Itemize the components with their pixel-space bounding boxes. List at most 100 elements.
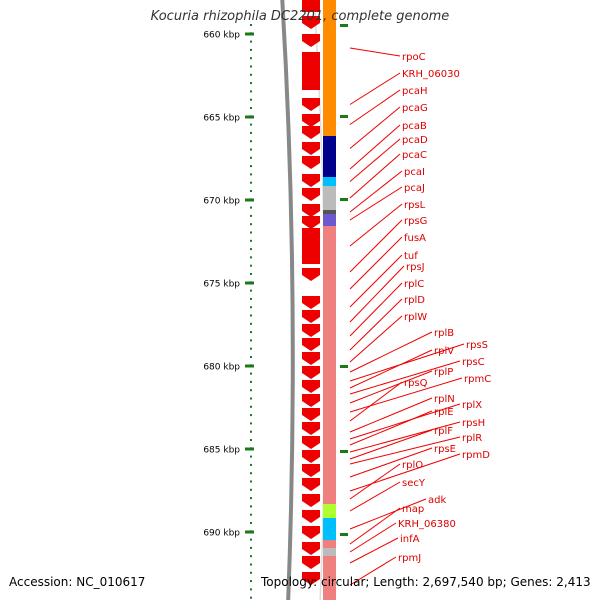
gene-block bbox=[323, 161, 336, 177]
gene-block bbox=[323, 378, 336, 384]
gene-label-leader bbox=[349, 153, 401, 199]
gene-label: rpsC bbox=[462, 357, 485, 368]
gene-arrow bbox=[302, 228, 320, 264]
gene-block bbox=[323, 314, 336, 330]
gene-arrow bbox=[302, 126, 320, 139]
gene-block bbox=[323, 556, 336, 570]
scale-tick bbox=[245, 447, 254, 451]
gene-arrow bbox=[302, 510, 320, 523]
gene-label-leader bbox=[349, 47, 401, 57]
scale-tick-label: 685 kbp bbox=[203, 446, 240, 456]
gene-label: pcaC bbox=[402, 150, 427, 161]
gene-arrow bbox=[302, 98, 320, 111]
minor-tick bbox=[250, 256, 252, 259]
minor-tick bbox=[340, 115, 348, 118]
gene-arrow bbox=[302, 188, 320, 201]
gene-block bbox=[323, 548, 336, 556]
gene-arrow bbox=[302, 380, 320, 393]
gene-block bbox=[323, 358, 336, 366]
gene-label-leader bbox=[349, 170, 403, 213]
gene-arrow bbox=[302, 142, 320, 155]
gene-block bbox=[323, 342, 336, 358]
minor-tick bbox=[250, 322, 252, 325]
gene-block bbox=[323, 214, 336, 226]
minor-tick bbox=[250, 239, 252, 242]
gene-block bbox=[323, 414, 336, 428]
gene-label-leader bbox=[349, 138, 401, 182]
minor-tick bbox=[250, 522, 252, 524]
gene-label-leader bbox=[349, 370, 433, 404]
gene-label: tuf bbox=[404, 251, 418, 262]
gene-label: rpsG bbox=[404, 216, 427, 227]
scale-tick bbox=[245, 530, 254, 534]
gene-arrow bbox=[302, 174, 320, 187]
gene-label: rplO bbox=[402, 460, 423, 471]
gene-block bbox=[323, 366, 336, 378]
gene-label: rplN bbox=[434, 394, 455, 405]
gene-label-leader bbox=[349, 124, 401, 170]
minor-tick bbox=[250, 331, 252, 334]
gene-block bbox=[323, 504, 336, 518]
minor-tick bbox=[250, 40, 252, 43]
scale-tick-label: 680 kbp bbox=[203, 363, 240, 373]
gene-label: rpsH bbox=[462, 418, 485, 429]
gene-arrow bbox=[302, 450, 320, 463]
gene-label-leader bbox=[349, 381, 403, 422]
minor-tick bbox=[250, 148, 252, 151]
scale-tick bbox=[245, 198, 254, 202]
gene-arrow bbox=[302, 494, 320, 507]
minor-tick bbox=[250, 389, 252, 392]
minor-tick bbox=[250, 588, 252, 591]
minor-tick bbox=[250, 463, 252, 466]
gene-label: fusA bbox=[404, 233, 426, 244]
gene-block bbox=[323, 96, 336, 113]
gene-arrow bbox=[302, 464, 320, 477]
gene-label-leader bbox=[349, 522, 397, 553]
gene-label: rplV bbox=[434, 346, 454, 357]
minor-tick bbox=[250, 273, 252, 275]
minor-tick bbox=[250, 356, 252, 358]
gene-label-leader bbox=[349, 89, 401, 125]
minor-tick bbox=[250, 397, 252, 400]
minor-tick bbox=[250, 165, 252, 168]
gene-block bbox=[323, 186, 336, 210]
gene-arrow bbox=[302, 156, 320, 169]
gene-label-leader bbox=[349, 403, 461, 440]
minor-tick bbox=[250, 214, 252, 217]
gene-label: pcaD bbox=[402, 135, 428, 146]
minor-tick bbox=[250, 538, 252, 541]
scale-tick bbox=[245, 281, 254, 285]
gene-label: rplD bbox=[404, 295, 425, 306]
scale-tick-label: 690 kbp bbox=[203, 529, 240, 539]
minor-tick bbox=[250, 555, 252, 558]
gene-label-leader bbox=[349, 556, 397, 586]
gene-arrow bbox=[302, 542, 320, 555]
gene-block bbox=[323, 540, 336, 548]
gene-label-leader bbox=[349, 463, 401, 500]
gene-label-leader bbox=[349, 410, 433, 446]
minor-tick bbox=[250, 513, 252, 516]
gene-label: rpsL bbox=[404, 200, 426, 211]
minor-tick bbox=[250, 372, 252, 375]
minor-tick bbox=[250, 472, 252, 475]
gene-arrow bbox=[302, 478, 320, 491]
gene-arrow bbox=[302, 0, 320, 12]
gene-block bbox=[323, 226, 336, 266]
gene-label-leader bbox=[349, 282, 403, 337]
minor-tick bbox=[250, 140, 252, 143]
gene-arrow bbox=[302, 216, 320, 229]
minor-tick bbox=[250, 206, 252, 209]
minor-tick bbox=[250, 65, 252, 68]
minor-tick bbox=[250, 131, 252, 134]
minor-tick bbox=[250, 123, 252, 126]
minor-tick bbox=[250, 231, 252, 234]
minor-tick bbox=[250, 181, 252, 184]
gene-label: rpsE bbox=[434, 444, 456, 455]
gene-label-leader bbox=[349, 447, 433, 478]
minor-tick bbox=[250, 223, 252, 226]
gene-label-leader bbox=[349, 360, 461, 395]
gene-label-leader bbox=[349, 254, 403, 308]
minor-tick bbox=[250, 546, 252, 549]
gene-label: pcaI bbox=[404, 167, 425, 178]
